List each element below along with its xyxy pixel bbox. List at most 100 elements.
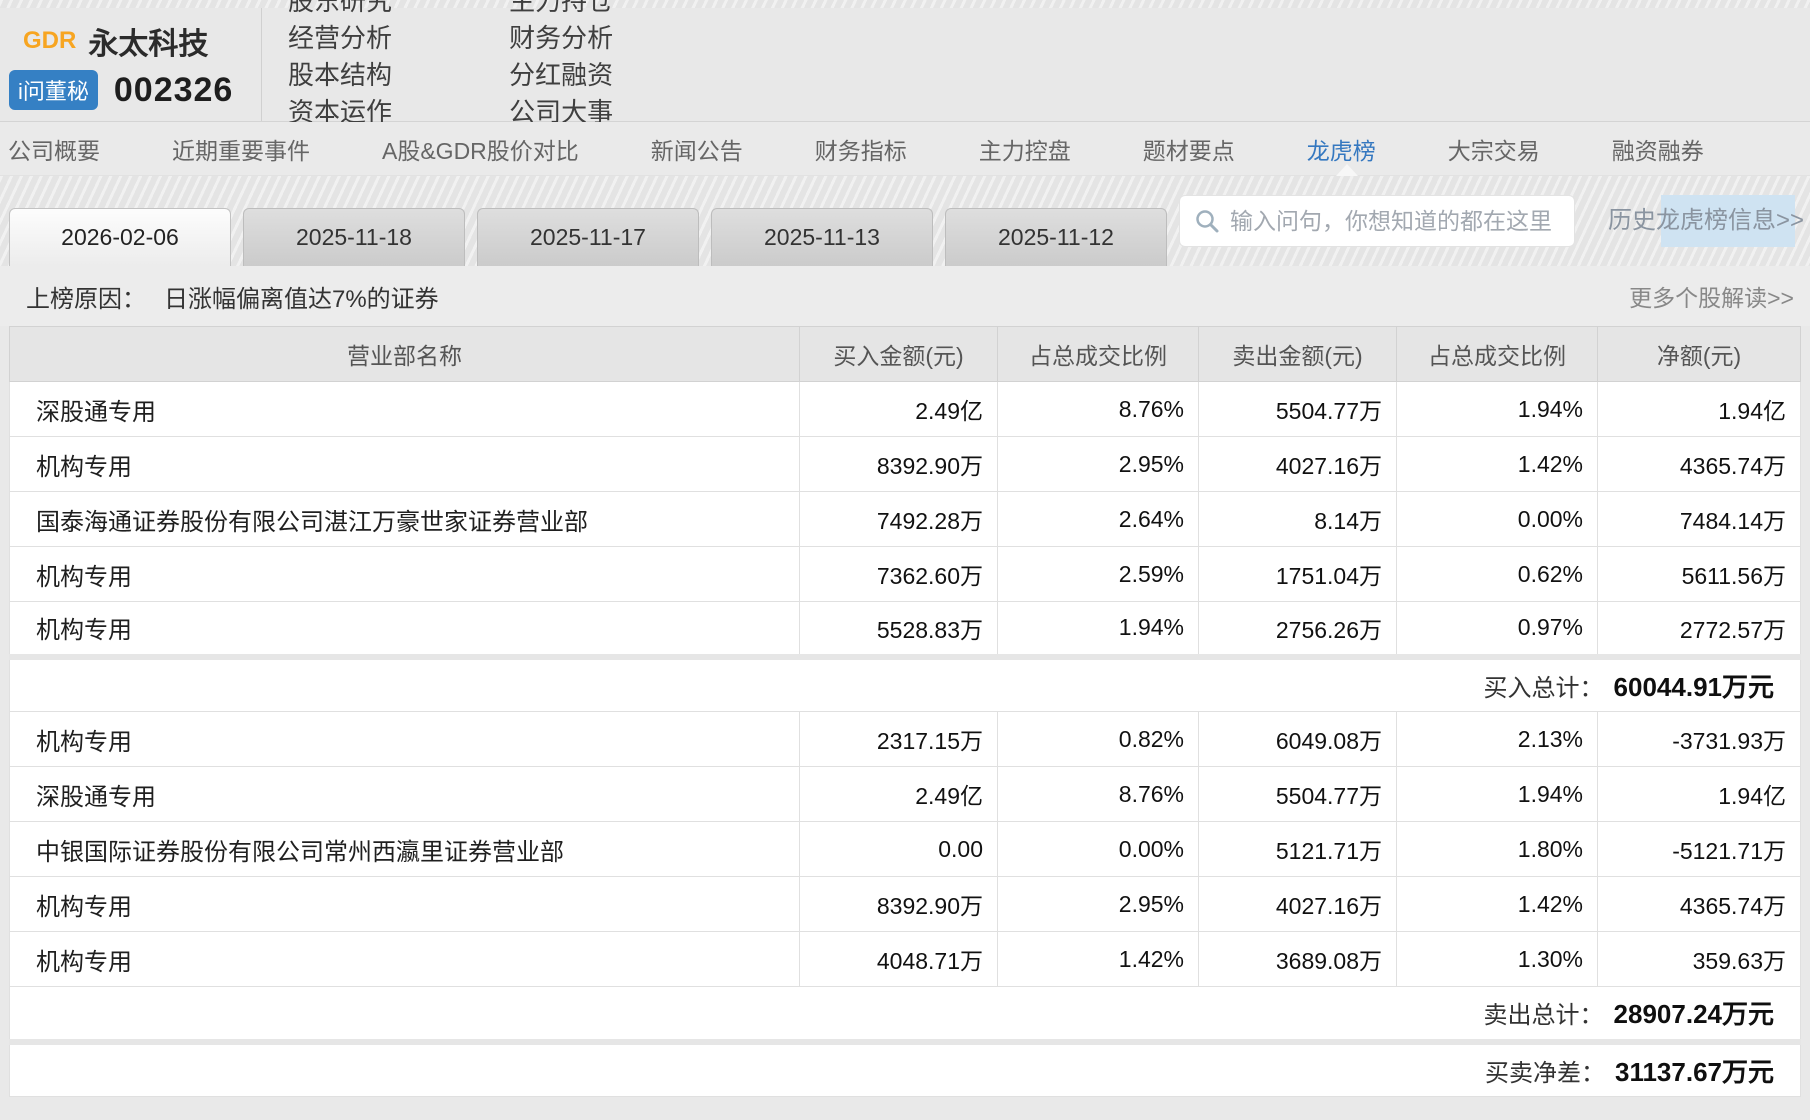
buy-total-label: 买入总计： bbox=[1483, 674, 1604, 702]
buy-amount-cell: 2.49亿 bbox=[799, 381, 998, 437]
sub-nav-item[interactable]: 公司概要 bbox=[8, 137, 100, 164]
sell-amount-cell: 5504.77万 bbox=[1198, 766, 1397, 822]
branch-name-cell: 机构专用 bbox=[9, 711, 800, 767]
brand-block: GDR 永太科技 i问董秘 002326 bbox=[0, 8, 262, 121]
branch-name-cell: 机构专用 bbox=[9, 436, 800, 492]
main-nav-item[interactable]: 股东研究 bbox=[288, 0, 393, 16]
company-name: 永太科技 bbox=[88, 28, 209, 61]
sell-ratio-cell: 2.13% bbox=[1396, 711, 1598, 767]
sell-ratio-cell: 1.94% bbox=[1396, 381, 1598, 437]
buy-ratio-cell: 1.42% bbox=[997, 931, 1199, 987]
net-amount-cell: 1.94亿 bbox=[1597, 381, 1801, 437]
main-nav-item[interactable]: 股本结构 bbox=[288, 60, 393, 90]
history-lhb-link[interactable]: 历史龙虎榜信息>> bbox=[1607, 207, 1804, 234]
buy-table-row: 机构专用 8392.90万 2.95% 4027.16万 1.42% 4365.… bbox=[9, 436, 1801, 492]
sell-amount-cell: 8.14万 bbox=[1198, 491, 1397, 547]
branch-name-cell: 深股通专用 bbox=[9, 766, 800, 822]
branch-name-cell: 中银国际证券股份有限公司常州西瀛里证券营业部 bbox=[9, 821, 800, 877]
net-amount-cell: 7484.14万 bbox=[1597, 491, 1801, 547]
sub-nav-item[interactable]: A股&GDR股价对比 bbox=[382, 137, 579, 164]
history-link-highlight bbox=[1661, 195, 1795, 247]
column-header: 营业部名称 bbox=[9, 326, 800, 382]
buy-ratio-cell: 0.82% bbox=[997, 711, 1199, 767]
net-total-row: 买卖净差： 31137.67万元 bbox=[9, 1038, 1801, 1097]
net-total-label: 买卖净差： bbox=[1484, 1059, 1605, 1087]
sell-ratio-cell: 1.42% bbox=[1396, 436, 1598, 492]
search-input[interactable] bbox=[1230, 196, 1574, 246]
sell-amount-cell: 4027.16万 bbox=[1198, 436, 1397, 492]
reason-label: 上榜原因： bbox=[26, 285, 146, 313]
list-reason-row: 上榜原因： 日涨幅偏离值达7%的证券 更多个股解读>> bbox=[0, 266, 1810, 326]
buy-amount-cell: 0.00 bbox=[799, 821, 998, 877]
buy-amount-cell: 5528.83万 bbox=[799, 601, 998, 657]
search-box[interactable] bbox=[1179, 195, 1575, 247]
sell-amount-cell: 6049.08万 bbox=[1198, 711, 1397, 767]
sub-nav-item[interactable]: 主力控盘 bbox=[978, 137, 1071, 164]
date-tabs: 2026-02-06 2025-11-18 2025-11-17 2025-11-13… bbox=[9, 208, 1167, 266]
sub-nav-item[interactable]: 近期重要事件 bbox=[172, 137, 310, 164]
date-tab[interactable]: 2026-02-06 bbox=[9, 208, 231, 266]
sell-total-label: 卖出总计： bbox=[1483, 1002, 1604, 1030]
table-header-row: 营业部名称 买入金额(元) 占总成交比例 卖出金额(元) 占总成交比例 净额(元) bbox=[9, 326, 1801, 382]
sell-amount-cell: 2756.26万 bbox=[1198, 601, 1397, 657]
search-icon bbox=[1196, 210, 1219, 233]
active-tab-notch bbox=[1336, 164, 1358, 176]
buy-ratio-cell: 8.76% bbox=[997, 381, 1199, 437]
sub-nav-item[interactable]: 融资融券 bbox=[1611, 137, 1704, 164]
main-nav-item[interactable]: 财务分析 bbox=[509, 23, 614, 53]
sell-amount-cell: 1751.04万 bbox=[1198, 546, 1397, 602]
buy-amount-cell: 7362.60万 bbox=[799, 546, 998, 602]
buy-amount-cell: 4048.71万 bbox=[799, 931, 998, 987]
buy-amount-cell: 8392.90万 bbox=[799, 436, 998, 492]
net-amount-cell: 359.63万 bbox=[1597, 931, 1801, 987]
main-nav-item[interactable]: 主力持仓 bbox=[509, 0, 614, 16]
column-header: 占总成交比例 bbox=[997, 326, 1199, 382]
branch-name-cell: 深股通专用 bbox=[9, 381, 800, 437]
sell-table-row: 机构专用 4048.71万 1.42% 3689.08万 1.30% 359.6… bbox=[9, 931, 1801, 987]
column-header: 卖出金额(元) bbox=[1198, 326, 1397, 382]
buy-amount-cell: 2.49亿 bbox=[799, 766, 998, 822]
net-amount-cell: -3731.93万 bbox=[1597, 711, 1801, 767]
buy-ratio-cell: 0.00% bbox=[997, 821, 1199, 877]
sub-nav-item[interactable]: 新闻公告 bbox=[650, 137, 743, 164]
ask-secretary-badge[interactable]: i问董秘 bbox=[9, 70, 98, 110]
buy-amount-cell: 2317.15万 bbox=[799, 711, 998, 767]
lhb-table: 营业部名称 买入金额(元) 占总成交比例 卖出金额(元) 占总成交比例 净额(元) 深股通… bbox=[9, 326, 1801, 1097]
buy-table-row: 深股通专用 2.49亿 8.76% 5504.77万 1.94% 1.94亿 bbox=[9, 381, 1801, 437]
sell-total-value: 28907.24万元 bbox=[1613, 999, 1774, 1030]
buy-ratio-cell: 2.59% bbox=[997, 546, 1199, 602]
main-nav: 最新动态公司资料股东研究经营分析股本结构资本运作盈利预测 新闻公告概念题材主力持… bbox=[262, 0, 1810, 164]
gdr-tag: GDR bbox=[23, 27, 77, 54]
buy-amount-cell: 7492.28万 bbox=[799, 491, 998, 547]
sell-ratio-cell: 1.94% bbox=[1396, 766, 1598, 822]
buy-amount-cell: 8392.90万 bbox=[799, 876, 998, 932]
main-nav-item[interactable]: 分红融资 bbox=[509, 60, 614, 90]
net-amount-cell: -5121.71万 bbox=[1597, 821, 1801, 877]
date-tab[interactable]: 2025-11-12 bbox=[945, 208, 1167, 266]
main-nav-item[interactable]: 经营分析 bbox=[288, 23, 393, 53]
stock-code: 002326 bbox=[113, 70, 234, 109]
sub-nav-item[interactable]: 财务指标 bbox=[814, 137, 907, 164]
date-tab[interactable]: 2025-11-17 bbox=[477, 208, 699, 266]
more-analysis-link[interactable]: 更多个股解读>> bbox=[1629, 285, 1794, 311]
date-tab[interactable]: 2025-11-13 bbox=[711, 208, 933, 266]
sub-nav-item[interactable]: 大宗交易 bbox=[1447, 137, 1540, 164]
net-amount-cell: 1.94亿 bbox=[1597, 766, 1801, 822]
net-amount-cell: 4365.74万 bbox=[1597, 436, 1801, 492]
column-header: 占总成交比例 bbox=[1396, 326, 1598, 382]
branch-name-cell: 机构专用 bbox=[9, 876, 800, 932]
sell-ratio-cell: 1.30% bbox=[1396, 931, 1598, 987]
sub-nav-item[interactable]: 龙虎榜 bbox=[1306, 137, 1376, 164]
date-tab-band: 2026-02-06 2025-11-18 2025-11-17 2025-11-13… bbox=[0, 176, 1810, 266]
date-tab[interactable]: 2025-11-18 bbox=[243, 208, 465, 266]
top-stripe-band bbox=[0, 0, 1810, 8]
sell-ratio-cell: 1.80% bbox=[1396, 821, 1598, 877]
sub-nav-item[interactable]: 题材要点 bbox=[1142, 137, 1235, 164]
buy-total-row: 买入总计： 60044.91万元 bbox=[9, 653, 1801, 712]
buy-table-row: 国泰海通证券股份有限公司湛江万豪世家证券营业部 7492.28万 2.64% 8… bbox=[9, 491, 1801, 547]
sell-ratio-cell: 0.62% bbox=[1396, 546, 1598, 602]
branch-name-cell: 机构专用 bbox=[9, 546, 800, 602]
column-header: 净额(元) bbox=[1597, 326, 1801, 382]
net-amount-cell: 5611.56万 bbox=[1597, 546, 1801, 602]
